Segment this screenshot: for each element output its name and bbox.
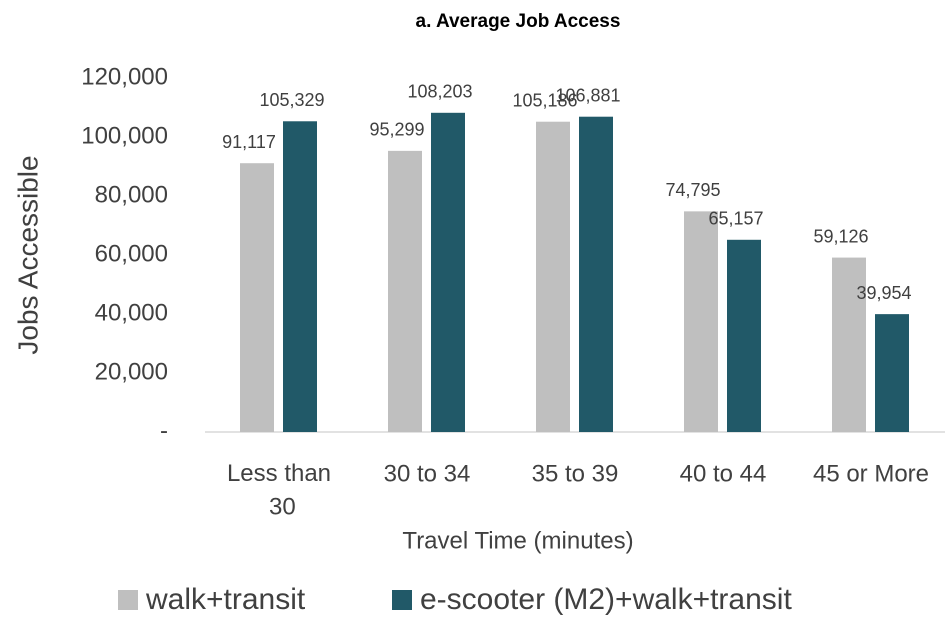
bar xyxy=(536,121,570,433)
y-axis-title: Jobs Accessible xyxy=(12,155,43,354)
chart-title: a. Average Job Access xyxy=(416,11,621,32)
bar xyxy=(684,211,718,432)
data-label: 39,954 xyxy=(856,283,911,303)
legend-label: walk+transit xyxy=(145,583,306,616)
data-label: 105,329 xyxy=(259,90,324,110)
data-label: 91,117 xyxy=(222,132,276,152)
legend-label: e-scooter (M2)+walk+transit xyxy=(420,583,792,616)
x-tick-label: 35 to 39 xyxy=(532,460,619,487)
x-tick-label: Less than 30 xyxy=(227,460,331,521)
data-label: 95,299 xyxy=(369,120,424,140)
data-label: 65,157 xyxy=(708,209,763,229)
bar xyxy=(579,116,613,432)
data-label: 108,203 xyxy=(407,82,472,102)
bar xyxy=(388,150,422,432)
y-tick-label: 40,000 xyxy=(95,299,168,326)
bar xyxy=(283,121,317,432)
x-axis-title: Travel Time (minutes) xyxy=(402,527,633,554)
y-tick-label: 120,000 xyxy=(81,63,168,90)
data-label: 105,186 xyxy=(512,90,577,110)
bar xyxy=(875,314,909,432)
y-tick-label: 80,000 xyxy=(95,181,168,208)
y-tick-label: 100,000 xyxy=(81,122,168,149)
y-tick-label: 20,000 xyxy=(95,358,168,385)
bar xyxy=(431,112,465,432)
data-label: 106,881 xyxy=(555,85,620,105)
bar xyxy=(727,239,761,432)
bar xyxy=(240,163,274,433)
y-tick-label: - xyxy=(160,417,168,444)
legend-swatch xyxy=(392,590,412,610)
data-label: 59,126 xyxy=(813,226,868,246)
data-label: 74,795 xyxy=(665,180,720,200)
x-tick-label: 30 to 34 xyxy=(384,460,471,487)
bar xyxy=(832,257,866,432)
legend-swatch xyxy=(118,590,138,610)
x-tick-label: 40 to 44 xyxy=(680,460,767,487)
y-tick-label: 60,000 xyxy=(95,240,168,267)
x-tick-label: 45 or More xyxy=(813,460,929,487)
